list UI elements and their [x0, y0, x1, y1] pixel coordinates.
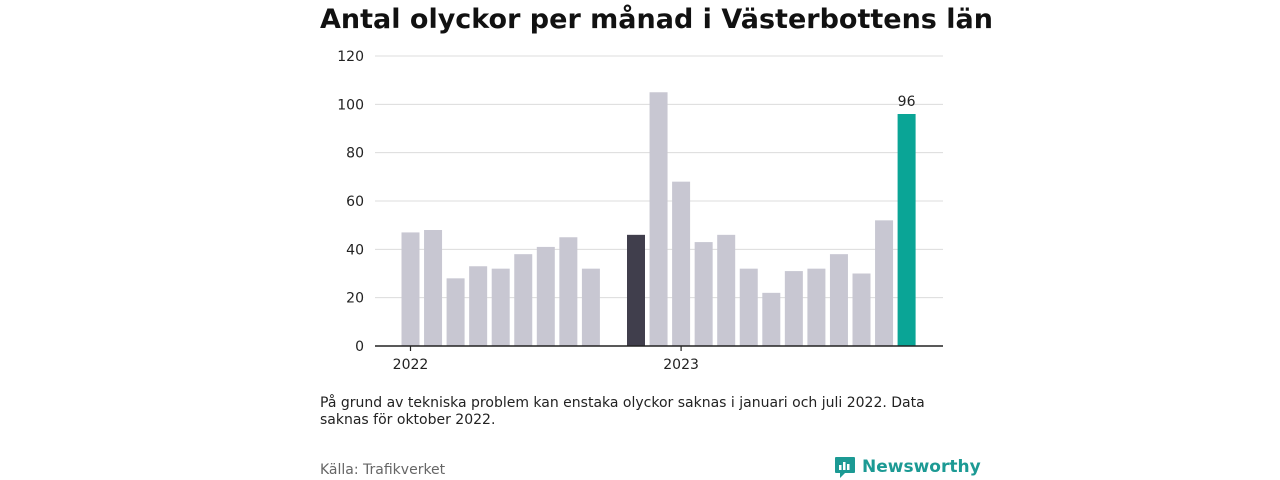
data-labels: 96: [898, 94, 916, 110]
bar-2022-08: [559, 237, 578, 346]
bar-2022-11: [627, 234, 645, 346]
x-tick-label: 2022: [393, 357, 429, 373]
bar-2022-04: [469, 266, 488, 346]
bar-2023-05: [762, 292, 781, 346]
bar-2023-03: [717, 234, 736, 346]
bar-2022-01: [401, 232, 420, 346]
bar-chart: 0 20 40 60 80 100 120 96 2022 2023: [337, 49, 943, 373]
brand-logo[interactable]: Newsworthy: [834, 455, 981, 479]
y-tick-label: 120: [337, 49, 364, 65]
bar-2023-02: [694, 242, 713, 346]
y-tick-label: 60: [346, 194, 364, 210]
y-tick-label: 0: [355, 339, 364, 355]
x-tick-label: 2023: [663, 357, 699, 373]
bar-2022-09: [581, 268, 600, 346]
brand-name: Newsworthy: [862, 457, 981, 477]
chart-note: På grund av tekniska problem kan enstaka…: [320, 395, 925, 428]
bar-2023-11: [897, 114, 916, 346]
y-tick-label: 80: [346, 146, 364, 162]
x-axis-ticks: 2022 2023: [393, 346, 699, 373]
bar-2022-03: [446, 278, 465, 346]
bar-2022-07: [536, 246, 555, 346]
bar-2022-12: [649, 92, 668, 346]
bar-2023-08: [829, 254, 848, 346]
bar-2022-02: [424, 230, 443, 346]
y-tick-label: 40: [346, 242, 364, 258]
y-axis-tick-labels: 0 20 40 60 80 100 120: [337, 49, 364, 355]
bar-2023-07: [807, 268, 826, 346]
chart-title: Antal olyckor per månad i Västerbottens …: [320, 4, 993, 35]
bar-2023-10: [875, 220, 894, 346]
bar-2023-04: [739, 268, 758, 346]
y-tick-label: 100: [337, 97, 364, 113]
source-text: Källa: Trafikverket: [320, 462, 446, 478]
bar-2023-09: [852, 273, 871, 346]
bars: [401, 92, 916, 346]
bar-2023-01: [672, 181, 691, 346]
bar-2023-06: [784, 271, 803, 346]
data-label: 96: [898, 94, 916, 110]
bar-2022-06: [514, 254, 533, 346]
y-tick-label: 20: [346, 291, 364, 307]
bar-chart-logo-icon: [835, 457, 855, 478]
bar-2022-05: [491, 268, 510, 346]
